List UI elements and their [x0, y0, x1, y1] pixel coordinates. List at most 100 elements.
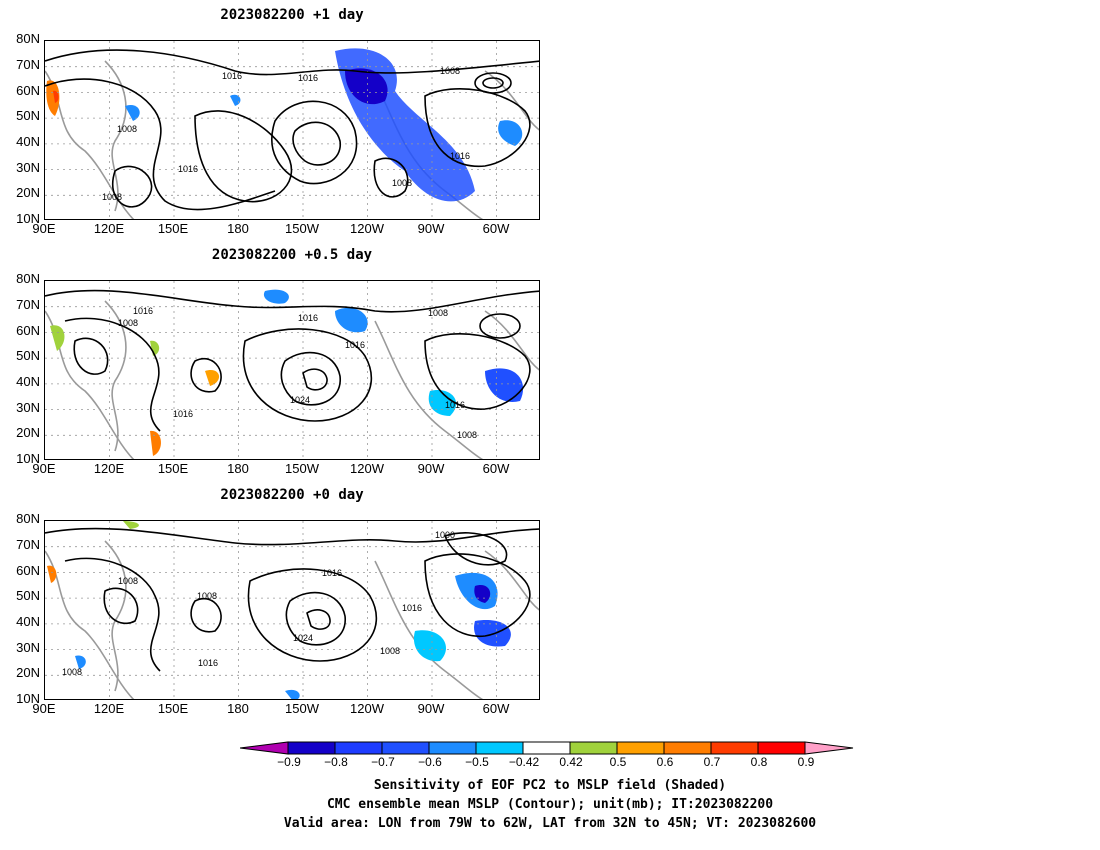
contour-label: 1016 [178, 164, 198, 174]
lat-tick: 40N [16, 374, 40, 389]
panel-title-3: 2023082200 +0 day [220, 487, 364, 503]
lon-tick: 150W [285, 221, 319, 236]
lon-tick: 60W [482, 221, 510, 236]
lat-tick: 50N [16, 588, 40, 603]
contour-label: 1008 [197, 591, 217, 601]
colorbar-segment [287, 741, 336, 755]
colorbar-segment [522, 741, 571, 755]
colorbar-tick: −0.6 [418, 755, 442, 769]
colorbar-segment [569, 741, 618, 755]
lon-tick: 120W [350, 461, 384, 476]
lat-tick: 60N [16, 563, 40, 578]
caption-line-3: Valid area: LON from 79W to 62W, LAT fro… [283, 816, 817, 831]
lat-tick: 50N [16, 108, 40, 123]
contour-label: 1016 [133, 306, 153, 316]
contour-label: 1016 [450, 151, 470, 161]
lon-tick: 150W [285, 701, 319, 716]
lon-tick: 150W [285, 461, 319, 476]
colorbar-tick: −0.7 [371, 755, 395, 769]
contour-label: 1008 [440, 66, 460, 76]
colorbar-segment [710, 741, 759, 755]
colorbar-segment [663, 741, 712, 755]
lon-tick: 120E [93, 701, 125, 716]
map-svg-3: 1000 1008 1016 1008 1016 1024 1008 1016 … [45, 521, 539, 699]
lat-tick: 50N [16, 348, 40, 363]
colorbar-tick: 0.42 [559, 755, 583, 769]
lat-tick: 10N [16, 451, 40, 466]
lon-tick: 150E [157, 221, 189, 236]
lon-tick: 90W [417, 461, 445, 476]
contour-label: 1008 [428, 308, 448, 318]
colorbar-tick: 0.7 [703, 755, 721, 769]
contour-label: 1016 [345, 340, 365, 350]
lat-tick: 60N [16, 323, 40, 338]
contour-label: 1008 [118, 318, 138, 328]
contour-label: 1008 [117, 124, 137, 134]
lon-tick: 150E [157, 701, 189, 716]
caption-line-2: CMC ensemble mean MSLP (Contour); unit(m… [326, 797, 774, 812]
grid-lines [45, 521, 539, 699]
contour-label: 1008 [392, 178, 412, 188]
lon-tick: 150E [157, 461, 189, 476]
lat-tick: 20N [16, 425, 40, 440]
contour-label: 1016 [222, 71, 242, 81]
lat-tick: 40N [16, 134, 40, 149]
contour-label: 1016 [402, 603, 422, 613]
contour-label: 1024 [290, 395, 310, 405]
colorbar-segment [616, 741, 665, 755]
lon-tick: 120E [93, 221, 125, 236]
lon-tick: 120E [93, 461, 125, 476]
colorbar-tick: −0.9 [277, 755, 301, 769]
lat-tick: 70N [16, 57, 40, 72]
lon-tick: 90E [32, 221, 56, 236]
lat-tick: 10N [16, 211, 40, 226]
lat-tick: 80N [16, 271, 40, 286]
contour-label: 1008 [380, 646, 400, 656]
lon-tick: 60W [482, 461, 510, 476]
lon-tick: 180 [227, 461, 249, 476]
isobars [45, 527, 539, 672]
lon-tick: 90E [32, 461, 56, 476]
panel-title-2: 2023082200 +0.5 day [211, 247, 373, 263]
lat-tick: 70N [16, 537, 40, 552]
lat-tick: 80N [16, 31, 40, 46]
panel-title-1: 2023082200 +1 day [220, 7, 364, 23]
lon-tick: 60W [482, 701, 510, 716]
colorbar-segment [757, 741, 806, 755]
lon-tick: 120W [350, 221, 384, 236]
contour-label: 1008 [118, 576, 138, 586]
colorbar-tick: 0.6 [656, 755, 674, 769]
lat-tick: 30N [16, 400, 40, 415]
shading [47, 521, 511, 699]
colorbar-segment [381, 741, 430, 755]
lat-tick: 20N [16, 665, 40, 680]
colorbar-segment [428, 741, 477, 755]
contour-labels: 1016 1016 1008 1008 1016 1008 1016 1008 [102, 66, 470, 202]
isobars [45, 289, 539, 432]
colorbar [240, 741, 854, 755]
contour-label: 1008 [62, 667, 82, 677]
colorbar-arrow-low [240, 741, 289, 755]
contour-label: 1016 [298, 73, 318, 83]
colorbar-tick: 0.9 [797, 755, 815, 769]
shading [50, 289, 524, 456]
lat-tick: 20N [16, 185, 40, 200]
lat-tick: 70N [16, 297, 40, 312]
contour-labels: 1016 1008 1016 1016 1008 1024 1016 1016 … [118, 306, 477, 440]
contour-label: 1008 [102, 192, 122, 202]
contour-label: 1016 [298, 313, 318, 323]
lat-tick: 80N [16, 511, 40, 526]
lat-tick: 30N [16, 640, 40, 655]
map-panel-1: 1016 1016 1008 1008 1016 1008 1016 1008 [44, 40, 540, 220]
lat-tick: 30N [16, 160, 40, 175]
lon-tick: 90W [417, 701, 445, 716]
lon-tick: 180 [227, 701, 249, 716]
lat-tick: 60N [16, 83, 40, 98]
colorbar-tick: 0.5 [609, 755, 627, 769]
lon-tick: 120W [350, 701, 384, 716]
contour-label: 1016 [198, 658, 218, 668]
colorbar-segment [334, 741, 383, 755]
colorbar-segment [475, 741, 524, 755]
lat-tick: 10N [16, 691, 40, 706]
colorbar-tick: 0.8 [750, 755, 768, 769]
